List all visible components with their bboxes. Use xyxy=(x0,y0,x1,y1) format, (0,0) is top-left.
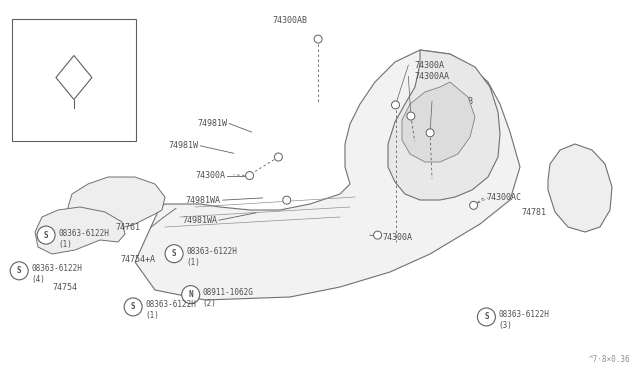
Polygon shape xyxy=(548,144,612,232)
Circle shape xyxy=(37,226,55,244)
Text: 74300A: 74300A xyxy=(195,171,225,180)
Text: N: N xyxy=(188,290,193,299)
Circle shape xyxy=(314,35,322,43)
Text: 08363-6122H: 08363-6122H xyxy=(186,247,237,256)
Text: 08363-6122H: 08363-6122H xyxy=(31,264,82,273)
Polygon shape xyxy=(56,55,92,100)
Bar xyxy=(12,19,136,141)
Text: INSULATOR FUSIBLE: INSULATOR FUSIBLE xyxy=(15,23,90,29)
Circle shape xyxy=(283,196,291,204)
Text: (1): (1) xyxy=(186,258,200,267)
Text: 74981W: 74981W xyxy=(197,119,227,128)
Text: ^7·8×0.36: ^7·8×0.36 xyxy=(588,355,630,364)
Polygon shape xyxy=(402,82,475,162)
Text: 74300AC: 74300AC xyxy=(486,193,522,202)
Polygon shape xyxy=(135,50,520,300)
Text: S: S xyxy=(484,312,489,321)
Text: 74300A: 74300A xyxy=(383,233,413,242)
Text: 74882R: 74882R xyxy=(61,127,87,133)
Circle shape xyxy=(182,286,200,304)
Text: (4): (4) xyxy=(31,275,45,284)
Circle shape xyxy=(426,129,434,137)
Circle shape xyxy=(124,298,142,316)
Circle shape xyxy=(275,153,282,161)
Polygon shape xyxy=(388,50,500,200)
Text: S: S xyxy=(44,231,49,240)
Text: 74761: 74761 xyxy=(116,223,141,232)
Text: 08363-6122H: 08363-6122H xyxy=(499,311,549,320)
Text: 08363-6122H: 08363-6122H xyxy=(145,301,196,310)
Text: 74300AB: 74300AB xyxy=(272,16,307,25)
Text: (3): (3) xyxy=(499,321,512,330)
Text: (1): (1) xyxy=(145,311,159,320)
Text: S: S xyxy=(17,266,22,275)
Text: 08363-6122H: 08363-6122H xyxy=(58,229,109,238)
Circle shape xyxy=(477,308,495,326)
Text: S: S xyxy=(131,302,136,311)
Polygon shape xyxy=(35,207,125,254)
Circle shape xyxy=(407,112,415,120)
Text: 74300A: 74300A xyxy=(415,61,445,70)
Circle shape xyxy=(246,171,253,180)
Text: (2): (2) xyxy=(203,299,216,308)
Text: 08911-1062G: 08911-1062G xyxy=(203,288,253,297)
Polygon shape xyxy=(68,177,165,232)
Circle shape xyxy=(10,262,28,280)
Text: S: S xyxy=(172,249,177,258)
Text: 74754+A: 74754+A xyxy=(120,255,156,264)
Text: 74300AB: 74300AB xyxy=(438,97,474,106)
Circle shape xyxy=(374,231,381,239)
Text: 74781: 74781 xyxy=(522,208,547,217)
Text: (1): (1) xyxy=(58,240,72,248)
Text: 74300AA: 74300AA xyxy=(415,72,450,81)
Circle shape xyxy=(165,245,183,263)
Text: 74981WA: 74981WA xyxy=(182,216,218,225)
Circle shape xyxy=(470,201,477,209)
Circle shape xyxy=(392,101,399,109)
Text: 74754: 74754 xyxy=(52,283,77,292)
Text: 74981W: 74981W xyxy=(168,141,198,150)
Text: 74981WA: 74981WA xyxy=(186,196,221,205)
